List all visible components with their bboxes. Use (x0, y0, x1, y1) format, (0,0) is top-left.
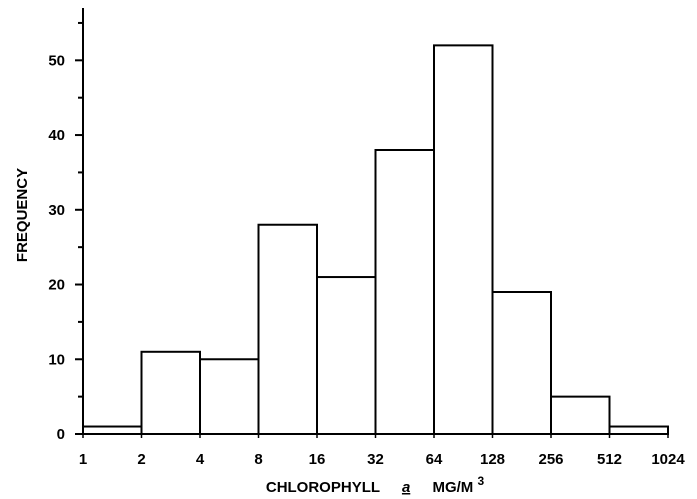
bar-1-2 (82, 425, 143, 435)
x-tick-label: 512 (597, 451, 622, 468)
x-axis-title-unit: MG/M (432, 479, 473, 496)
y-tick-label: 50 (48, 52, 65, 69)
x-tick-label: 1024 (651, 451, 685, 468)
bar-128-256 (491, 291, 552, 435)
y-tick-label: 0 (57, 426, 65, 443)
y-tick-label: 10 (48, 351, 65, 368)
x-tick-label: 8 (254, 451, 262, 468)
bar-256-512 (550, 395, 611, 436)
x-tick-label: 64 (426, 451, 443, 468)
bar-512-1024 (608, 425, 669, 435)
bar-64-128 (433, 44, 494, 436)
x-tick-label: 1 (79, 451, 87, 468)
y-ticks-group: 0 10 20 30 40 50 (48, 21, 83, 443)
bar-16-32 (316, 276, 377, 436)
x-tick-label: 128 (480, 451, 505, 468)
bar-8-16 (257, 223, 318, 435)
x-axis-title-superscript: 3 (477, 474, 484, 488)
x-tick-label: 256 (538, 451, 563, 468)
bar-2-4 (140, 350, 201, 435)
bar-32-64 (374, 149, 435, 435)
x-tick-label: 16 (309, 451, 326, 468)
x-ticks-group: 1 2 4 8 16 32 64 128 256 512 1024 (79, 434, 685, 468)
y-tick-label: 20 (48, 277, 65, 294)
x-tick-label: 4 (196, 451, 205, 468)
y-axis-title: FREQUENCY (14, 168, 31, 262)
bar-4-8 (199, 358, 260, 435)
x-axis-title-italic: a (402, 479, 410, 496)
x-axis-title: CHLOROPHYLL a MG/M 3 (266, 474, 485, 496)
y-tick-label: 40 (48, 127, 65, 144)
bars-group (82, 44, 669, 436)
x-axis-title-prefix: CHLOROPHYLL (266, 479, 380, 496)
x-tick-label: 32 (367, 451, 384, 468)
x-tick-label: 2 (137, 451, 145, 468)
y-tick-label: 30 (48, 202, 65, 219)
